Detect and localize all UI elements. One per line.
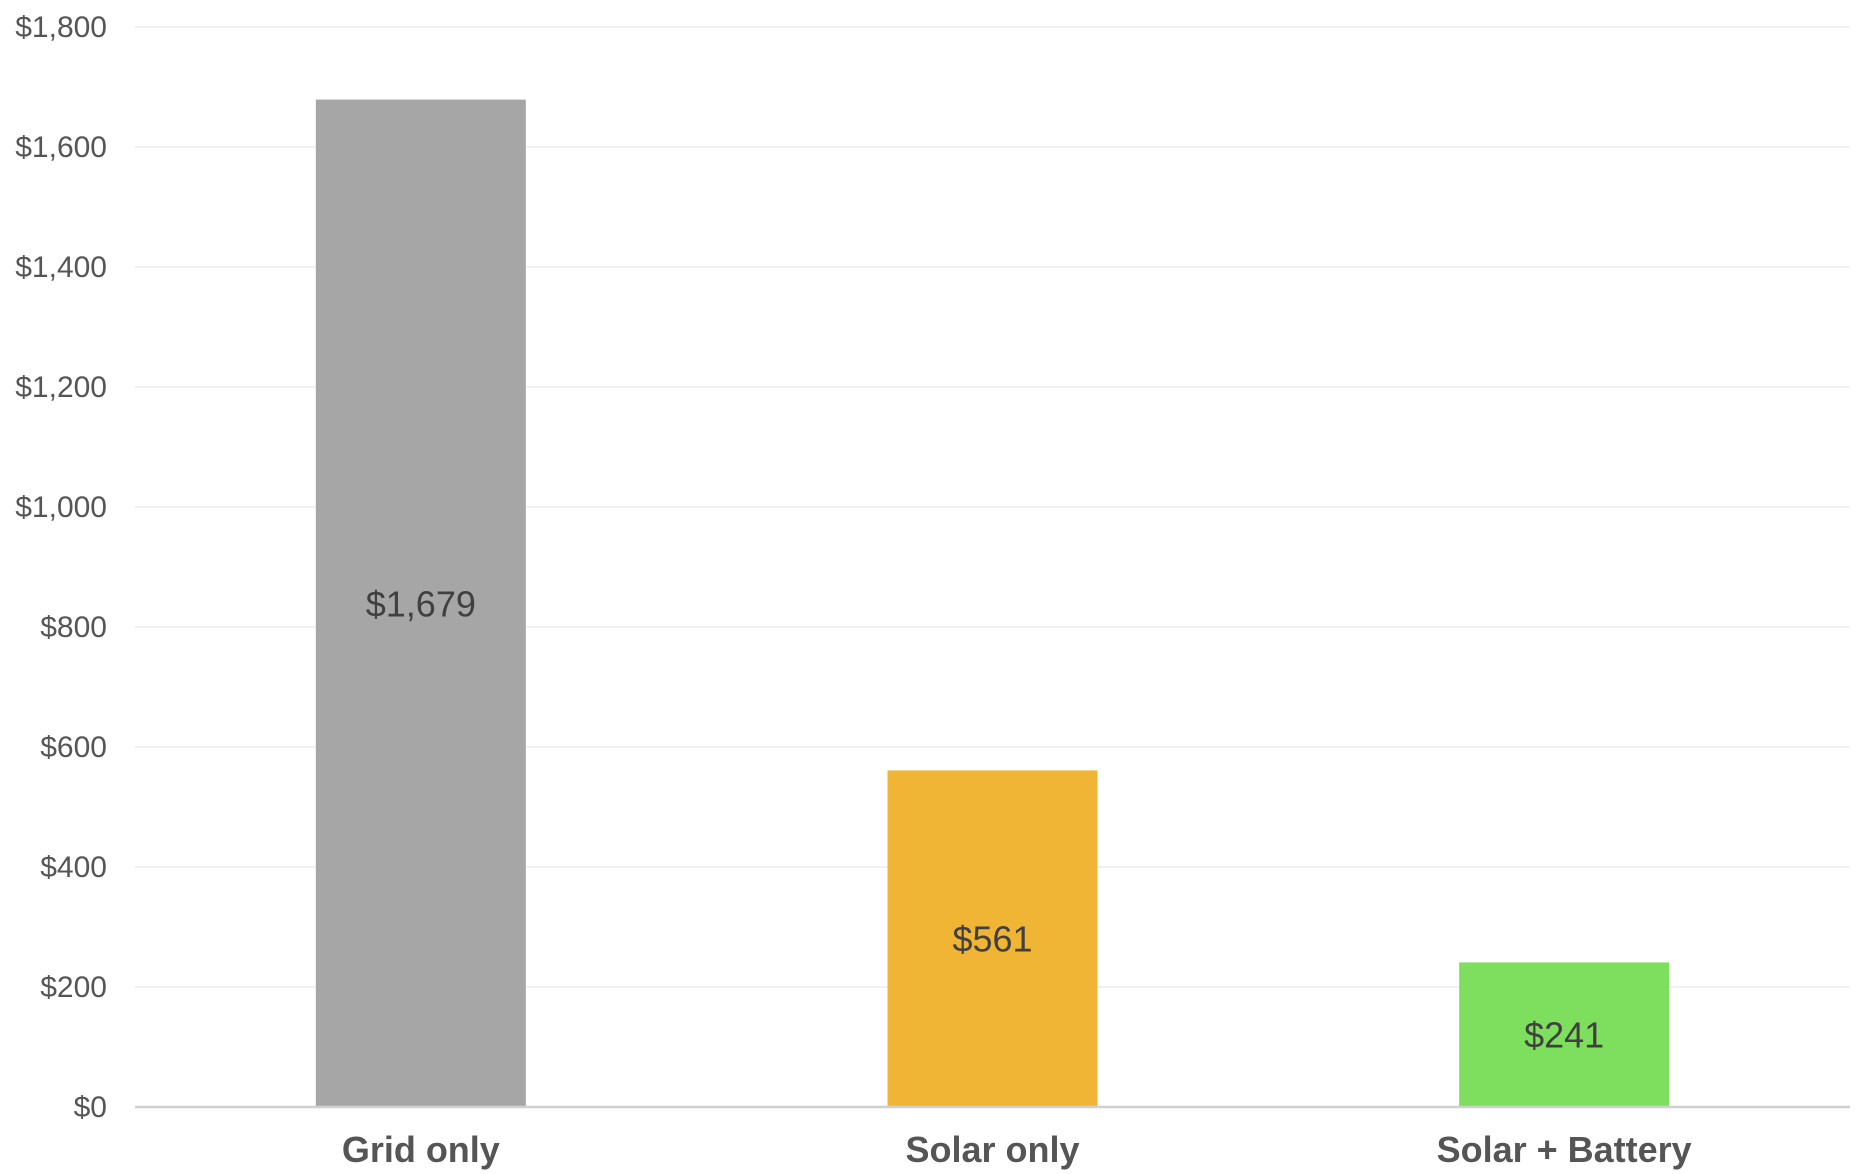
y-tick-label: $1,000 xyxy=(15,491,107,524)
y-tick-label: $1,200 xyxy=(15,371,107,404)
x-tick-label: Solar only xyxy=(905,1129,1079,1170)
y-tick-label: $600 xyxy=(40,731,107,764)
y-tick-label: $800 xyxy=(40,611,107,644)
data-label: $561 xyxy=(952,919,1032,960)
y-tick-label: $0 xyxy=(74,1091,107,1124)
bar xyxy=(1459,962,1670,1107)
bars: $1,679 $561 $241 xyxy=(315,99,1670,1108)
bar xyxy=(887,770,1098,1107)
data-label: $1,679 xyxy=(366,583,476,624)
y-axis-ticks: $0 $200 $400 $600 $800 $1,000 $1,200 $1,400 $1,6… xyxy=(15,11,107,1124)
bar xyxy=(315,99,526,1108)
x-tick-label: Grid only xyxy=(342,1129,500,1170)
x-tick-label: Solar + Battery xyxy=(1437,1129,1692,1170)
y-tick-label: $1,800 xyxy=(15,11,107,44)
x-axis-ticks: Grid only Solar only Solar + Battery xyxy=(342,1129,1692,1170)
y-tick-label: $1,600 xyxy=(15,131,107,164)
y-tick-label: $200 xyxy=(40,971,107,1004)
y-tick-label: $1,400 xyxy=(15,251,107,284)
y-tick-label: $400 xyxy=(40,851,107,884)
data-label: $241 xyxy=(1524,1015,1604,1056)
